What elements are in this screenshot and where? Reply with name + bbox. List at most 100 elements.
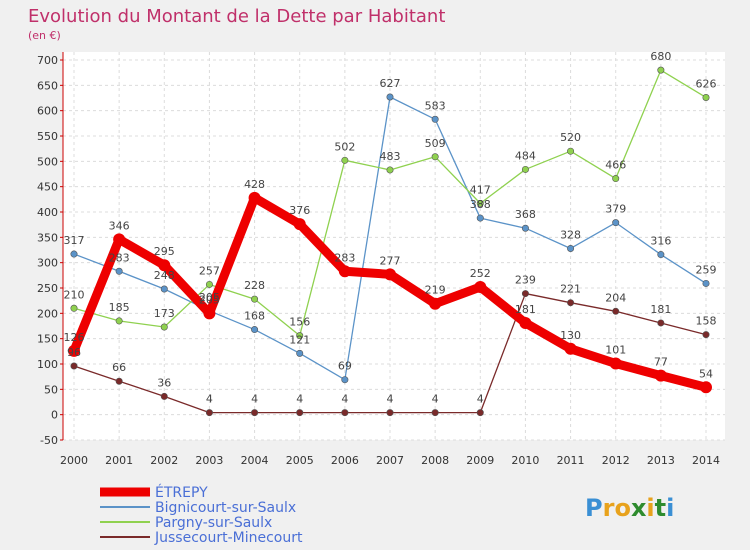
data-label: 295 xyxy=(154,245,175,258)
data-label: 483 xyxy=(380,150,401,163)
y-tick-label: 650 xyxy=(37,79,58,92)
data-point xyxy=(338,265,351,278)
data-label: 277 xyxy=(380,254,401,267)
data-point xyxy=(293,218,306,231)
y-tick-label: 50 xyxy=(44,383,58,396)
data-point xyxy=(341,376,349,384)
chart-title: Evolution du Montant de la Dette par Hab… xyxy=(28,6,445,27)
y-tick-label: 300 xyxy=(37,257,58,270)
y-tick-label: 0 xyxy=(51,409,58,422)
data-point xyxy=(702,93,710,101)
legend-label: ÉTREPY xyxy=(155,484,208,501)
x-tick-label: 2001 xyxy=(105,454,133,467)
x-tick-label: 2009 xyxy=(466,454,494,467)
data-label: 181 xyxy=(515,303,536,316)
data-point xyxy=(70,250,78,258)
data-point xyxy=(476,409,484,417)
logo-letter: x xyxy=(631,494,647,522)
data-label: 680 xyxy=(650,50,671,63)
x-tick-label: 2011 xyxy=(557,454,585,467)
data-point xyxy=(657,319,665,327)
data-point xyxy=(296,332,304,340)
y-tick-label: 100 xyxy=(37,358,58,371)
data-point xyxy=(158,259,171,272)
data-point xyxy=(519,316,532,329)
y-tick-label: 700 xyxy=(37,54,58,67)
data-point xyxy=(700,381,712,394)
data-label: 583 xyxy=(425,99,446,112)
legend: ÉTREPYBignicourt-sur-SaulxPargny-sur-Sau… xyxy=(100,484,303,546)
y-tick-label: 250 xyxy=(37,282,58,295)
y-tick-label: 450 xyxy=(37,181,58,194)
data-point xyxy=(68,344,80,357)
data-point xyxy=(160,285,168,293)
data-point xyxy=(474,280,487,293)
data-point xyxy=(115,317,123,325)
data-point xyxy=(521,224,529,232)
data-label: 4 xyxy=(251,393,258,406)
data-point xyxy=(386,166,394,174)
data-label: 417 xyxy=(470,183,491,196)
data-label: 158 xyxy=(696,315,717,328)
data-label: 626 xyxy=(696,77,717,90)
plot-area: -50 0 50 100 150 200 250 300 350 400 450 500 550 600 6… xyxy=(37,50,725,467)
data-point xyxy=(609,357,622,370)
legend-label: Jussecourt-Minecourt xyxy=(154,530,303,546)
data-point xyxy=(567,244,575,252)
y-tick-label: 550 xyxy=(37,130,58,143)
x-tick-label: 2006 xyxy=(331,454,359,467)
data-point xyxy=(564,342,577,355)
y-tick-label: 600 xyxy=(37,105,58,118)
y-tick-label: 400 xyxy=(37,206,58,219)
data-label: 4 xyxy=(341,393,348,406)
data-point xyxy=(70,362,78,370)
data-point xyxy=(612,219,620,227)
data-label: 4 xyxy=(432,393,439,406)
data-label: 379 xyxy=(605,203,626,216)
data-label: 204 xyxy=(605,291,626,304)
series-jussecourt-minecourt xyxy=(70,290,710,417)
y-tick-label: 200 xyxy=(37,307,58,320)
plot-background xyxy=(63,52,725,440)
data-label: 346 xyxy=(109,219,130,232)
data-label: 239 xyxy=(515,274,536,287)
data-point xyxy=(384,268,396,281)
data-label: 173 xyxy=(154,307,175,320)
data-point xyxy=(702,331,710,339)
data-label: 205 xyxy=(199,291,220,304)
data-label: 4 xyxy=(387,393,394,406)
logo-letter: i xyxy=(666,494,674,522)
data-label: 54 xyxy=(699,367,713,380)
data-point xyxy=(521,165,529,173)
data-point xyxy=(115,377,123,385)
y-tick-label: -50 xyxy=(40,434,58,447)
data-label: 66 xyxy=(112,361,126,374)
data-point xyxy=(160,392,168,400)
data-label: 248 xyxy=(154,269,175,282)
data-label: 252 xyxy=(470,267,491,280)
logo-letter: i xyxy=(646,494,654,522)
x-tick-label: 2003 xyxy=(195,454,223,467)
data-point xyxy=(654,369,667,382)
logo-letter: o xyxy=(614,494,631,522)
data-point xyxy=(567,299,575,307)
data-point xyxy=(476,199,484,207)
data-label: 259 xyxy=(696,263,717,276)
x-tick-label: 2005 xyxy=(286,454,314,467)
x-tick-label: 2007 xyxy=(376,454,404,467)
data-point xyxy=(341,409,349,417)
data-label: 210 xyxy=(64,288,85,301)
y-tick-label: 350 xyxy=(37,231,58,244)
chart-subtitle: (en €) xyxy=(28,29,61,42)
data-label: 121 xyxy=(289,333,310,346)
y-tick-label: 500 xyxy=(37,155,58,168)
data-label: 502 xyxy=(334,140,355,153)
data-point xyxy=(657,66,665,74)
series-pargny-sur-saulx xyxy=(70,66,710,340)
data-label: 101 xyxy=(605,343,626,356)
data-point xyxy=(296,409,304,417)
data-label: 368 xyxy=(515,208,536,221)
data-label: 77 xyxy=(654,356,668,369)
data-label: 388 xyxy=(470,198,491,211)
